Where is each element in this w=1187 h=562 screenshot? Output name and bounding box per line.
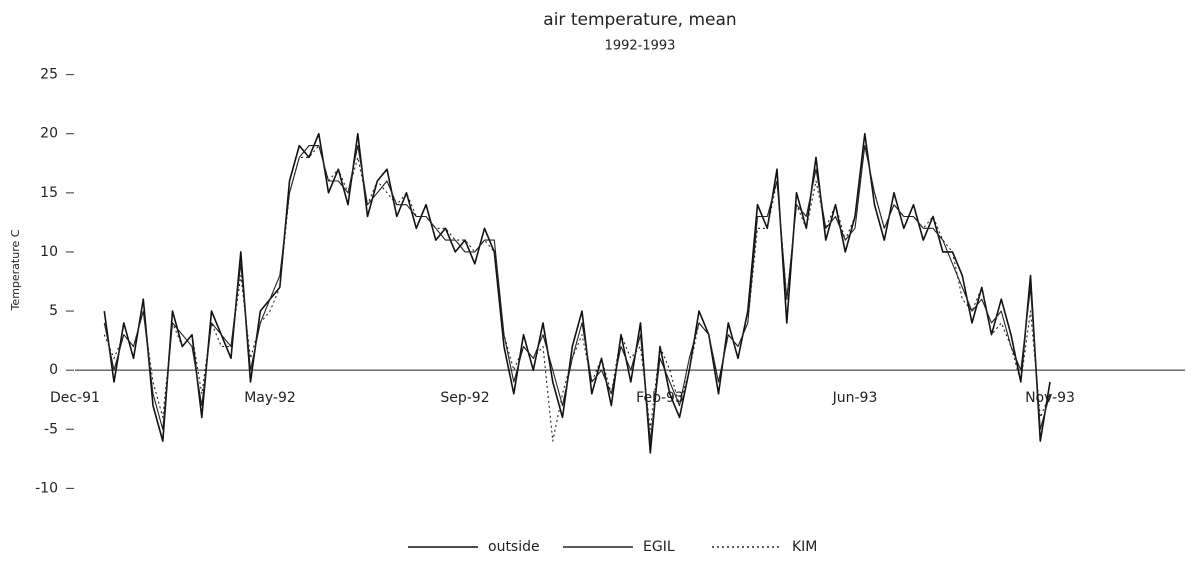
legend-label: KIM (792, 539, 817, 555)
y-tick-label: 0 (49, 362, 58, 378)
series-line (103, 145, 1051, 442)
x-tick-label: Sep-92 (440, 390, 489, 406)
legend-label: outside (488, 539, 540, 555)
chart-title: air temperature, mean (543, 10, 736, 30)
x-tick-label: Nov-93 (1025, 390, 1075, 406)
y-tick-label: 20 (40, 126, 58, 142)
chart-subtitle: 1992-1993 (605, 39, 676, 54)
series-line (103, 132, 1051, 454)
y-tick-label: 10 (40, 244, 58, 260)
y-tick-label: -10 (35, 480, 58, 496)
y-tick-label: 5 (49, 303, 58, 319)
legend-label: EGIL (643, 539, 675, 555)
x-tick-label: May-92 (244, 390, 296, 406)
y-tick-label: 25 (40, 67, 58, 83)
x-tick-label: Dec-91 (50, 390, 100, 406)
x-tick-label: Feb-93 (636, 390, 684, 406)
x-tick-label: Jun-93 (832, 390, 878, 406)
y-tick-label: 15 (40, 185, 58, 201)
y-axis-label: Temperature C (9, 229, 22, 311)
y-tick-label: -5 (44, 421, 58, 437)
